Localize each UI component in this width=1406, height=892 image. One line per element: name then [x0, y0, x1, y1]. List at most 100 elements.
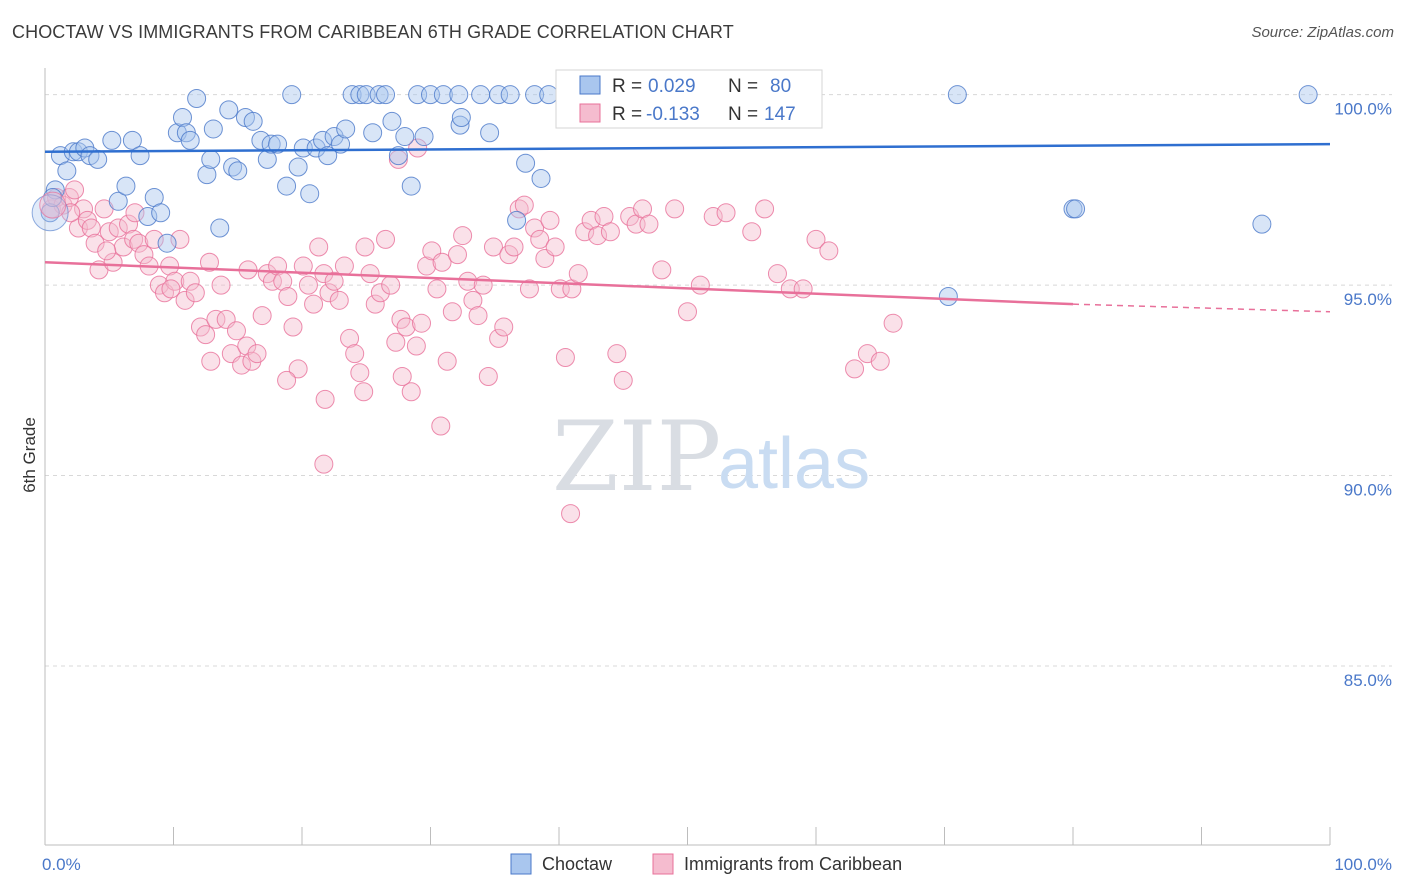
caribbean-point	[442, 302, 462, 322]
caribbean-point	[180, 271, 200, 291]
choctaw-point	[228, 161, 248, 181]
caribbean-point	[360, 264, 380, 284]
choctaw-point	[223, 157, 243, 177]
axes-layer: 0.0% 100.0%	[42, 68, 1392, 874]
choctaw-point	[331, 134, 351, 154]
choctaw-point	[157, 233, 177, 253]
caribbean-point	[530, 229, 550, 249]
caribbean-point	[561, 504, 581, 524]
choctaw-point	[342, 85, 362, 105]
caribbean-point	[607, 344, 627, 364]
watermark-atlas: atlas	[718, 424, 870, 504]
caribbean-point	[315, 389, 335, 409]
caribbean-point	[277, 370, 297, 390]
caribbean-point	[525, 218, 545, 238]
choctaw-point	[388, 146, 408, 166]
caribbean-point	[540, 210, 560, 230]
choctaw-point	[1298, 85, 1318, 105]
stats-r-value-caribbean: -0.133	[646, 104, 700, 125]
choctaw-point	[449, 85, 469, 105]
caribbean-point	[232, 355, 252, 375]
caribbean-point	[39, 191, 67, 219]
chart-title: CHOCTAW VS IMMIGRANTS FROM CARIBBEAN 6TH…	[12, 22, 734, 42]
caribbean-point	[504, 237, 524, 257]
caribbean-point	[386, 332, 406, 352]
caribbean-trend-line	[44, 261, 1074, 306]
choctaw-point	[480, 123, 500, 143]
choctaw-point	[122, 130, 142, 150]
legend-swatch-caribbean[interactable]	[652, 853, 674, 875]
stats-r-value-choctaw: 0.029	[648, 76, 696, 97]
stats-n-label-caribbean: N =	[728, 104, 758, 125]
caribbean-point	[432, 252, 452, 272]
choctaw-point	[210, 218, 230, 238]
caribbean-point	[119, 214, 139, 234]
caribbean-point	[514, 195, 534, 215]
choctaw-point	[382, 111, 402, 131]
choctaw-point	[187, 88, 207, 108]
choctaw-point	[507, 210, 527, 230]
choctaw-point	[31, 194, 69, 232]
caribbean-point	[575, 222, 595, 242]
choctaw-point	[40, 203, 60, 223]
caribbean-point	[309, 237, 329, 257]
caribbean-point	[175, 290, 195, 310]
choctaw-point	[525, 85, 545, 105]
caribbean-point	[334, 256, 354, 276]
caribbean-point	[806, 229, 826, 249]
caribbean-point	[314, 454, 334, 474]
caribbean-point	[97, 241, 117, 261]
legend: Choctaw Immigrants from Caribbean	[510, 853, 902, 875]
caribbean-point	[408, 138, 428, 158]
caribbean-point	[319, 283, 339, 303]
caribbean-point	[883, 313, 903, 333]
caribbean-point	[144, 229, 164, 249]
choctaw-point	[414, 127, 434, 147]
legend-label-choctaw[interactable]: Choctaw	[542, 854, 613, 874]
caribbean-point	[458, 271, 478, 291]
caribbean-point	[716, 203, 736, 223]
caribbean-point	[639, 214, 659, 234]
caribbean-point	[85, 233, 105, 253]
legend-label-caribbean[interactable]: Immigrants from Caribbean	[684, 854, 902, 874]
caribbean-point	[767, 264, 787, 284]
choctaw-point	[306, 138, 326, 158]
choctaw-point	[336, 119, 356, 139]
caribbean-point	[108, 218, 128, 238]
caribbean-point	[199, 252, 219, 272]
caribbean-point	[340, 328, 360, 348]
legend-swatch-choctaw[interactable]	[510, 853, 532, 875]
caribbean-point	[453, 226, 473, 246]
caribbean-point	[519, 279, 539, 299]
choctaw-point	[350, 85, 370, 105]
x-tick-label: 0.0%	[42, 855, 81, 874]
stats-swatch-choctaw	[579, 75, 601, 95]
choctaw-point	[450, 115, 470, 135]
choctaw-point	[57, 161, 77, 181]
caribbean-point	[247, 344, 267, 364]
caribbean-point	[613, 370, 633, 390]
caribbean-point	[124, 229, 144, 249]
caribbean-point	[870, 351, 890, 371]
watermark-zip: ZIP	[552, 401, 721, 513]
choctaw-point	[243, 111, 263, 131]
choctaw-point	[172, 108, 192, 128]
choctaw-point	[138, 207, 158, 227]
caribbean-point	[201, 351, 221, 371]
stats-r-label-caribbean: R =	[612, 104, 642, 125]
choctaw-trend-line	[44, 142, 1331, 154]
choctaw-point	[324, 127, 344, 147]
trend-layer	[44, 142, 1331, 313]
caribbean-point	[65, 180, 85, 200]
caribbean-trend-extension	[1072, 303, 1331, 313]
caribbean-point	[345, 344, 365, 364]
caribbean-point	[355, 237, 375, 257]
caribbean-point	[324, 271, 344, 291]
choctaw-point	[288, 157, 308, 177]
source-credit: Source: ZipAtlas.com	[1251, 24, 1394, 41]
choctaw-point	[108, 191, 128, 211]
caribbean-point	[468, 306, 488, 326]
stats-box: R = 0.029 N = 80 R = -0.133 N = 147	[555, 69, 823, 129]
choctaw-point	[219, 100, 239, 120]
